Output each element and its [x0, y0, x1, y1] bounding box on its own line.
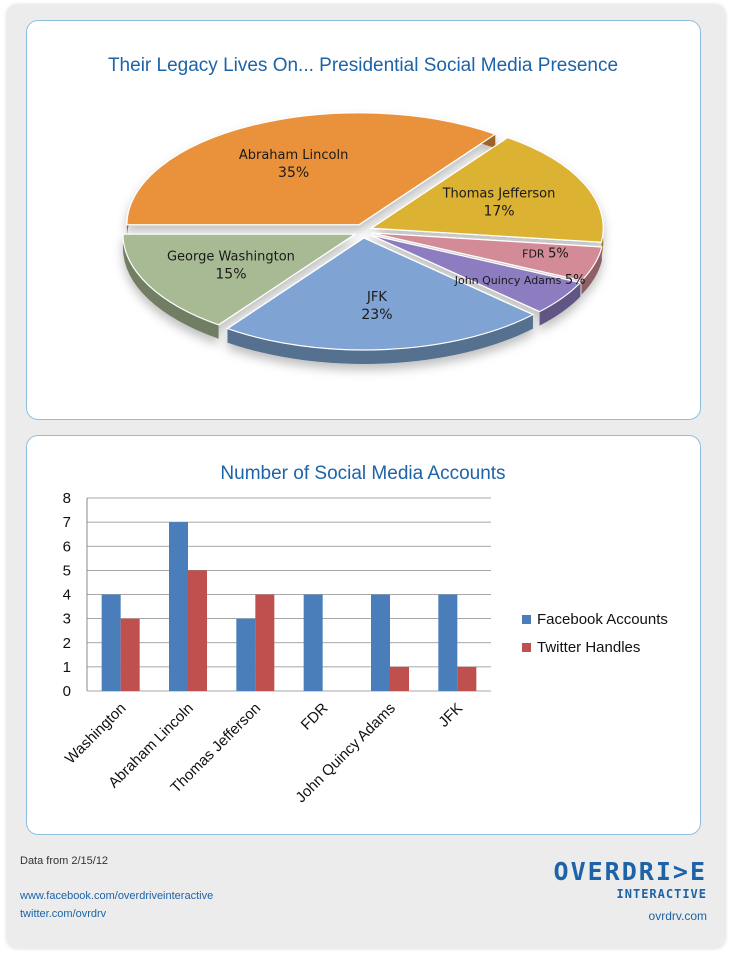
bar-twitter-handles-john-quincy-adams: [390, 666, 409, 691]
twitter-link[interactable]: twitter.com/ovrdrv: [20, 908, 107, 920]
y-tick-label: 7: [63, 514, 71, 531]
pie-label-abraham-lincoln: Abraham Lincoln: [239, 148, 349, 163]
y-tick-label: 6: [63, 538, 71, 555]
pie-label-thomas-jefferson: Thomas Jefferson: [442, 187, 556, 202]
bar-chart-panel: Number of Social Media Accounts 0 1 2 3 4 5 6 7…: [26, 435, 701, 835]
pie-slice-side-john-quincy-adams: [539, 282, 581, 326]
pie-slice-george-washington: [122, 233, 357, 326]
pie-slice-fdr: [371, 232, 603, 282]
y-tick-label: 2: [63, 635, 71, 652]
x-tick-label-jfk: JFK: [435, 700, 466, 731]
pie-slice-thomas-jefferson: [369, 136, 604, 243]
pie-slice-abraham-lincoln: [126, 112, 497, 226]
x-tick-label-washington: Washington: [62, 700, 130, 768]
bar-twitter-handles-washington: [120, 618, 140, 691]
legend-swatch-facebook-accounts: [522, 615, 531, 624]
bar-twitter-handles-jfk: [457, 666, 477, 691]
pie-chart-title: Their Legacy Lives On... Presidential So…: [108, 55, 618, 76]
pie-slice-side-george-washington: [122, 234, 219, 339]
pie-value-thomas-jefferson: 17%: [483, 204, 514, 220]
pie-label-fdr: FDR 5%: [522, 246, 569, 261]
y-tick-label: 0: [63, 683, 71, 700]
overdrive-logo-subtitle: INTERACTIVE: [616, 887, 707, 901]
overdrive-logo: OVERDRI>E: [553, 857, 707, 886]
legend-label-facebook-accounts: Facebook Accounts: [537, 611, 668, 628]
data-date-note: Data from 2/15/12: [20, 855, 109, 867]
bar-chart: Number of Social Media Accounts 0 1 2 3 4 5 6 7…: [62, 463, 668, 806]
pie-chart-panel: Their Legacy Lives On... Presidential So…: [26, 20, 701, 420]
pie-slice-side-jfk: [227, 314, 533, 364]
bar-facebook-accounts-thomas-jefferson: [236, 618, 256, 691]
website-link[interactable]: ovrdrv.com: [648, 909, 707, 923]
y-tick-label: 3: [63, 611, 71, 628]
bar-facebook-accounts-jfk: [438, 594, 458, 691]
bar-chart-title: Number of Social Media Accounts: [220, 463, 505, 484]
bar-twitter-handles-abraham-lincoln: [188, 570, 207, 691]
y-tick-label: 5: [63, 562, 71, 579]
legend-swatch-twitter-handles: [522, 643, 531, 652]
pie-label-john-quincy-adams: John Quincy Adams 5%: [454, 273, 586, 288]
y-tick-label: 1: [63, 659, 71, 676]
pie-slice-side-fdr: [581, 246, 602, 295]
y-tick-label: 8: [63, 490, 71, 507]
pie-label-jfk: JFK: [366, 290, 387, 305]
bar-facebook-accounts-abraham-lincoln: [169, 522, 188, 691]
facebook-link[interactable]: www.facebook.com/overdriveinteractive: [20, 890, 214, 902]
pie-value-jfk: 23%: [361, 307, 392, 323]
bar-facebook-accounts-john-quincy-adams: [371, 594, 390, 691]
y-tick-label: 4: [63, 587, 71, 604]
pie-label-george-washington: George Washington: [167, 250, 295, 265]
pie-slice-john-quincy-adams: [370, 234, 582, 313]
pie-value-abraham-lincoln: 35%: [278, 165, 309, 181]
bar-twitter-handles-thomas-jefferson: [255, 594, 275, 691]
legend-label-twitter-handles: Twitter Handles: [537, 639, 640, 656]
bar-facebook-accounts-fdr: [303, 594, 323, 691]
pie-slice-jfk: [226, 237, 535, 351]
bar-facebook-accounts-washington: [101, 594, 121, 691]
pie-value-george-washington: 15%: [215, 267, 246, 283]
x-tick-label-fdr: FDR: [298, 700, 332, 734]
pie-chart: Their Legacy Lives On... Presidential So…: [108, 55, 618, 364]
